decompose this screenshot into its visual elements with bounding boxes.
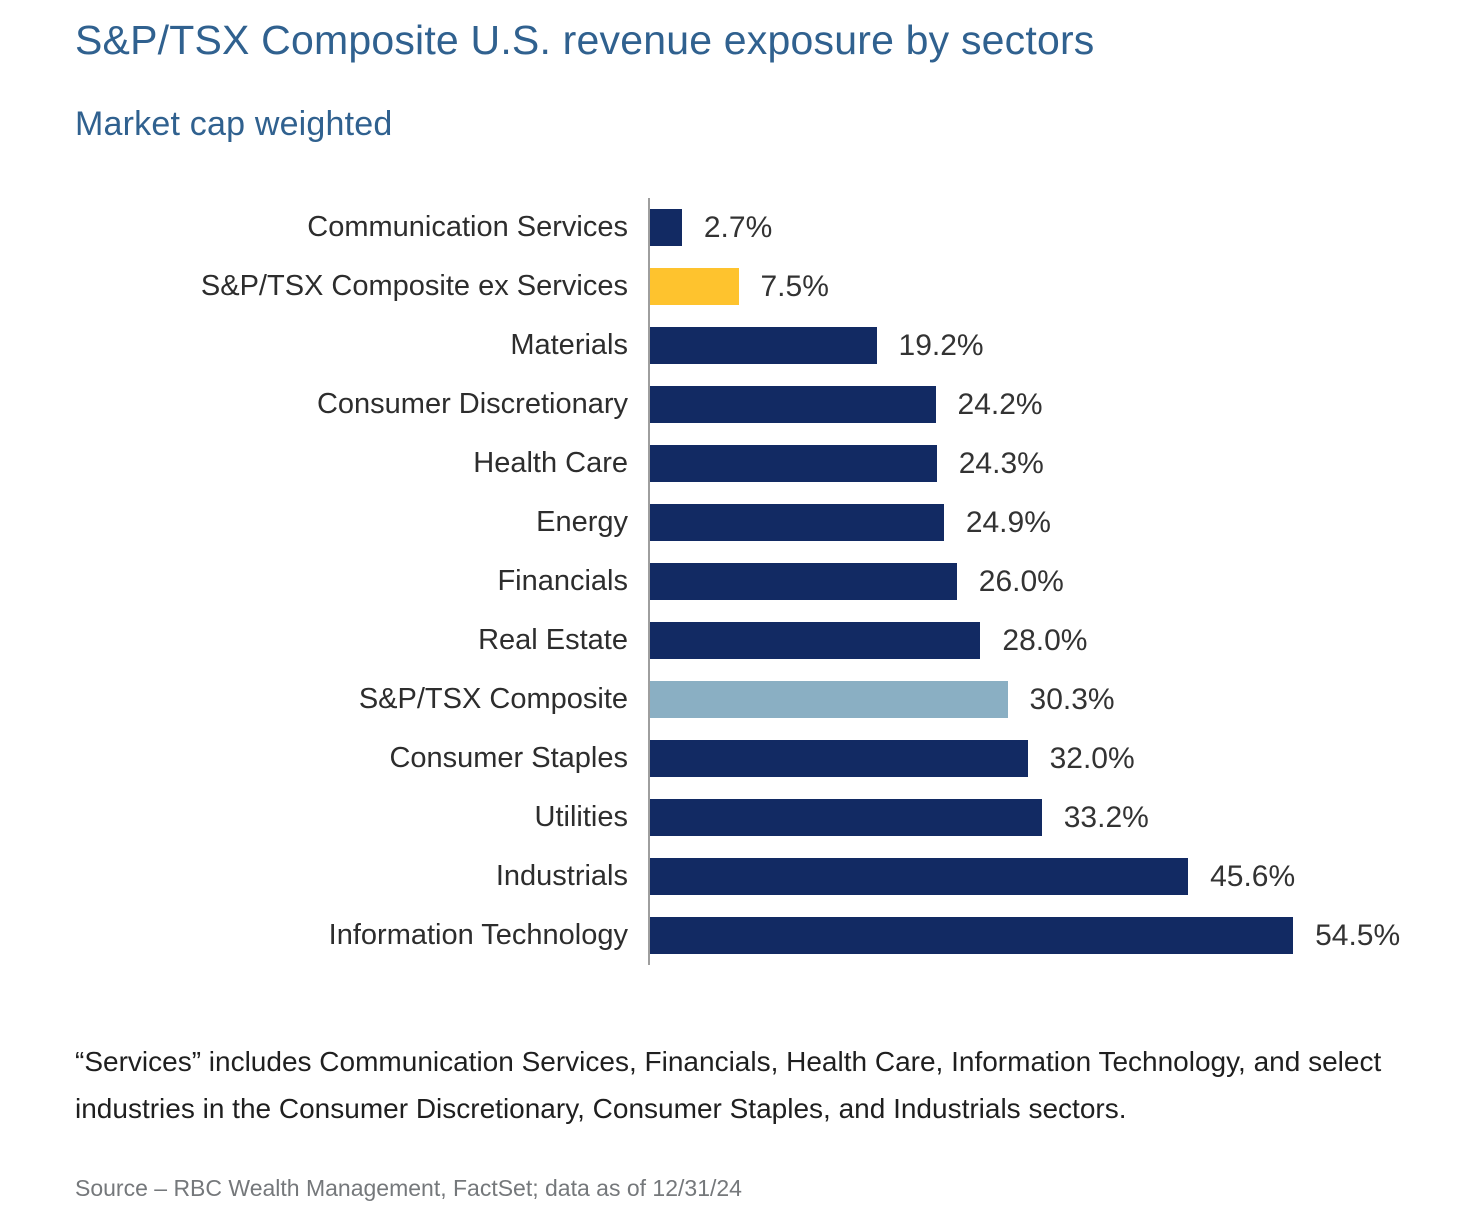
category-label: Utilities (534, 801, 628, 833)
bar-area: 33.2% (648, 788, 1465, 847)
value-label: 30.3% (1029, 682, 1115, 716)
bar-row: Financials 26.0% (75, 552, 1465, 611)
value-label: 28.0% (1002, 623, 1088, 657)
value-label: 24.9% (965, 505, 1051, 539)
category-label: S&P/TSX Composite (358, 683, 628, 715)
bar-row: Health Care 24.3% (75, 434, 1465, 493)
bar-row: Consumer Discretionary 24.2% (75, 375, 1465, 434)
category-label: Communication Services (307, 211, 628, 243)
bar (650, 327, 877, 364)
bar-area: 2.7% (648, 198, 1465, 257)
bar-row: Energy 24.9% (75, 493, 1465, 552)
category-label: Industrials (495, 860, 628, 892)
bar-area: 45.6% (648, 847, 1465, 906)
bar-area: 54.5% (648, 906, 1465, 965)
bar-area: 26.0% (648, 552, 1465, 611)
bar-row: Industrials 45.6% (75, 847, 1465, 906)
category-label: Consumer Discretionary (316, 388, 628, 420)
category-label: Consumer Staples (389, 742, 628, 774)
bar-row: Real Estate 28.0% (75, 611, 1465, 670)
bar (650, 622, 981, 659)
bar-area: 28.0% (648, 611, 1465, 670)
value-label: 54.5% (1315, 918, 1401, 952)
value-label: 26.0% (978, 564, 1064, 598)
bar (650, 209, 682, 246)
bar (650, 858, 1189, 895)
bar (650, 681, 1008, 718)
bar (650, 504, 944, 541)
value-label: 7.5% (760, 269, 829, 303)
category-label: Information Technology (328, 919, 628, 951)
bar-area: 32.0% (648, 729, 1465, 788)
category-label: Financials (497, 565, 628, 597)
bar-chart: Communication Services 2.7% S&P/TSX Compos… (75, 198, 1465, 965)
category-label: Health Care (473, 447, 628, 479)
source-text: Source – RBC Wealth Management, FactSet;… (75, 1175, 742, 1201)
bar-area: 19.2% (648, 316, 1465, 375)
bar (650, 740, 1028, 777)
category-label: S&P/TSX Composite ex Services (200, 270, 628, 302)
category-label: Real Estate (478, 624, 628, 656)
chart-subtitle: Market cap weighted (75, 105, 393, 144)
bar-row: Consumer Staples 32.0% (75, 729, 1465, 788)
bar (650, 917, 1294, 954)
bar-rows: Communication Services 2.7% S&P/TSX Compos… (75, 198, 1465, 965)
category-label: Energy (536, 506, 628, 538)
footnote-text: “Services” includes Communication Servic… (75, 1046, 1382, 1125)
bar (650, 268, 739, 305)
value-label: 24.3% (958, 446, 1044, 480)
chart-title: S&P/TSX Composite U.S. revenue exposure … (75, 17, 1095, 63)
bar-row: Communication Services 2.7% (75, 198, 1465, 257)
bar-area: 24.2% (648, 375, 1465, 434)
bar-area: 24.3% (648, 434, 1465, 493)
value-label: 32.0% (1049, 741, 1135, 775)
bar (650, 799, 1042, 836)
bar-row: Utilities 33.2% (75, 788, 1465, 847)
bar-row: S&P/TSX Composite 30.3% (75, 670, 1465, 729)
value-label: 45.6% (1210, 859, 1296, 893)
bar (650, 445, 937, 482)
value-label: 19.2% (898, 328, 984, 362)
bar-row: Information Technology 54.5% (75, 906, 1465, 965)
bar (650, 386, 936, 423)
bar (650, 563, 957, 600)
value-label: 33.2% (1063, 800, 1149, 834)
bar-area: 24.9% (648, 493, 1465, 552)
bar-row: S&P/TSX Composite ex Services 7.5% (75, 257, 1465, 316)
value-label: 24.2% (957, 387, 1043, 421)
chart-header: S&P/TSX Composite U.S. revenue exposure … (0, 0, 1478, 144)
bar-area: 30.3% (648, 670, 1465, 729)
bar-row: Materials 19.2% (75, 316, 1465, 375)
bar-area: 7.5% (648, 257, 1465, 316)
value-label: 2.7% (703, 210, 773, 244)
category-label: Materials (510, 329, 628, 361)
